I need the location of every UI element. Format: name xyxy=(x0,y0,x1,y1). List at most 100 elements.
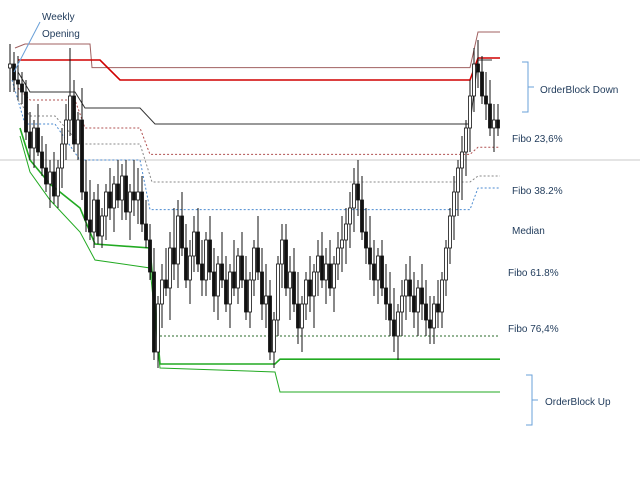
candle xyxy=(392,288,396,352)
candle-body xyxy=(312,271,316,297)
candle xyxy=(308,256,312,312)
candle xyxy=(176,200,180,288)
candle xyxy=(156,296,160,368)
candle xyxy=(96,184,100,244)
candle xyxy=(52,152,56,204)
candle xyxy=(40,136,44,176)
candle xyxy=(76,112,80,160)
candle-body xyxy=(64,119,68,145)
candle xyxy=(440,272,444,328)
candle xyxy=(100,208,104,248)
candle xyxy=(288,256,292,320)
candle-body xyxy=(132,191,136,201)
candle xyxy=(116,160,120,208)
candle xyxy=(28,112,32,160)
candle-body xyxy=(448,215,452,249)
candle-body xyxy=(84,191,88,221)
candle-body xyxy=(256,247,260,273)
candle xyxy=(196,208,200,272)
candle-body xyxy=(52,171,56,197)
candle-body xyxy=(296,303,300,329)
candle xyxy=(208,216,212,280)
candle xyxy=(228,264,232,328)
candle xyxy=(284,224,288,296)
candle-body xyxy=(188,255,192,281)
candle xyxy=(408,256,412,312)
candle-body xyxy=(308,279,312,297)
candle-body xyxy=(224,279,228,305)
candle-body xyxy=(104,191,108,217)
candle xyxy=(396,304,400,360)
orderblock-down-bracket xyxy=(522,61,534,113)
candle xyxy=(404,264,408,320)
candle-body xyxy=(260,271,264,305)
candle-body xyxy=(316,255,320,273)
candle xyxy=(124,160,128,220)
candle xyxy=(164,248,168,296)
candle xyxy=(20,72,24,104)
candle xyxy=(464,120,468,176)
candle xyxy=(364,208,368,264)
candle-body xyxy=(24,91,28,133)
candle-body xyxy=(48,171,52,185)
candle xyxy=(136,168,140,224)
candle xyxy=(472,48,476,112)
candle-body xyxy=(240,255,244,281)
candle-body xyxy=(344,223,348,241)
candle-body xyxy=(248,279,252,313)
candle xyxy=(32,120,36,168)
candle xyxy=(56,160,60,208)
candle xyxy=(476,40,480,88)
candle-body xyxy=(180,215,184,249)
candle xyxy=(8,44,12,92)
candle-body xyxy=(196,231,200,265)
candle-body xyxy=(364,231,368,249)
candle xyxy=(72,80,76,152)
candle-body xyxy=(488,103,492,129)
level-line-orderblock-up-lower xyxy=(19,135,500,393)
orderblock-up-bracket xyxy=(526,374,538,426)
candle-body xyxy=(40,151,44,169)
candle-body xyxy=(380,255,384,289)
level-line-fibo-618-level xyxy=(11,79,500,211)
candle-body xyxy=(452,191,456,217)
candle-body xyxy=(484,95,488,105)
candle xyxy=(304,272,308,320)
candle-body xyxy=(124,175,128,213)
candle-body xyxy=(184,247,188,281)
candle-body xyxy=(60,143,64,169)
level-line-orderblock-down-red xyxy=(18,57,500,81)
candle-body xyxy=(392,319,396,337)
candle-body xyxy=(288,271,292,289)
candle-body xyxy=(268,295,272,353)
candle-body xyxy=(76,119,80,145)
candle xyxy=(84,160,88,232)
candle xyxy=(320,232,324,288)
candle-body xyxy=(232,271,236,289)
candle xyxy=(424,280,428,336)
candle-body xyxy=(348,207,352,225)
candle xyxy=(292,248,296,312)
candle xyxy=(488,80,492,136)
candle-body xyxy=(360,199,364,233)
candle xyxy=(384,264,388,320)
candle xyxy=(184,224,188,288)
candle-body xyxy=(212,271,216,297)
candle xyxy=(436,280,440,328)
candle-body xyxy=(192,231,196,257)
candle xyxy=(272,312,276,368)
candle xyxy=(60,128,64,188)
weekly-opening-label-1: Weekly xyxy=(42,12,75,23)
level-line-orderblock-up-green xyxy=(19,127,500,365)
candle xyxy=(68,48,72,136)
candle xyxy=(420,264,424,320)
candle-body xyxy=(148,239,152,273)
orderblock-up-label: OrderBlock Up xyxy=(545,397,611,408)
candle-body xyxy=(136,191,140,201)
candle xyxy=(428,296,432,344)
candle xyxy=(244,256,248,320)
candle xyxy=(400,280,404,336)
candle-body xyxy=(444,247,448,281)
candle xyxy=(276,256,280,336)
